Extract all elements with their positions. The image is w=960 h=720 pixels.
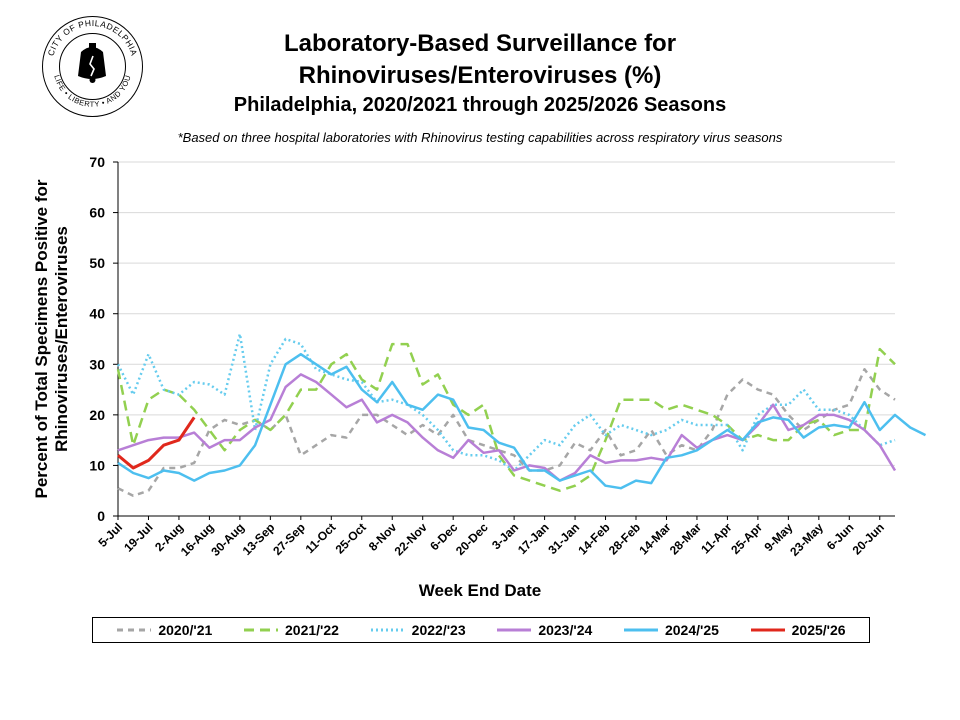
series-line-2020-21 (117, 368, 896, 498)
legend-item: 2024/'25 (623, 622, 719, 638)
legend-item: 2025/'26 (750, 622, 846, 638)
x-tick-label: 17-Jan (515, 520, 552, 557)
legend-swatch (117, 628, 152, 632)
legend-swatch (623, 628, 658, 632)
y-tick-label: 0 (97, 508, 105, 524)
x-axis-title: Week End Date (419, 581, 542, 600)
x-tick-label: 14-Feb (575, 520, 612, 557)
legend-item: 2022/'23 (370, 622, 466, 638)
grid-lines (118, 161, 895, 466)
city-seal-logo: CITY OF PHILADELPHIA LIFE • LIBERTY • AN… (42, 16, 143, 117)
legend-swatch (497, 628, 532, 632)
legend-label: 2020/'21 (158, 622, 213, 638)
x-tick-label: 20-Dec (453, 520, 491, 558)
y-tick-label: 30 (89, 356, 105, 372)
chart-footnote: *Based on three hospital laboratories wi… (177, 130, 783, 145)
chart-title-line2: Rhinoviruses/Enteroviruses (%) (298, 62, 662, 89)
y-tick-label: 40 (89, 306, 105, 322)
series-line-2023-24 (117, 373, 897, 482)
y-tick-label: 50 (89, 255, 105, 271)
y-tick-label: 60 (89, 205, 105, 221)
x-tick-label: 11-Oct (303, 520, 339, 556)
legend-label: 2023/'24 (538, 622, 593, 638)
y-tick-label: 20 (89, 407, 105, 423)
x-tick-label: 27-Sep (270, 520, 308, 558)
y-tick-label: 70 (89, 154, 105, 170)
y-axis-title: Percent of Total Specimens Positive forR… (32, 179, 71, 498)
x-tick-label: 31-Jan (545, 520, 582, 557)
series-line-2025-26 (117, 416, 196, 470)
legend-label: 2021/'22 (285, 622, 339, 638)
legend-item: 2023/'24 (496, 622, 592, 638)
chart-legend: 2020/'21 2021/'22 2022/'23 2023/'24 2024/'25… (92, 617, 870, 643)
legend-item: 2020/'21 (116, 622, 212, 638)
x-axis-ticks: 5-Jul19-Jul2-Aug16-Aug30-Aug13-Sep27-Sep… (95, 516, 887, 559)
x-tick-label: 22-Nov (392, 520, 430, 558)
series-lines (116, 332, 927, 498)
legend-label: 2022/'23 (411, 622, 466, 638)
legend-label: 2024/'25 (664, 622, 719, 638)
x-tick-label: 19-Jul (121, 520, 155, 554)
liberty-bell-seal-icon (78, 43, 106, 83)
x-tick-label: 16-Aug (178, 520, 217, 559)
series-line-2024-25 (117, 352, 927, 490)
x-tick-label: 25-Oct (333, 520, 369, 556)
series-line-2022-23 (116, 332, 896, 472)
x-tick-label: 23-May (787, 520, 826, 559)
legend-swatch (370, 628, 405, 632)
chart-subtitle: Philadelphia, 2020/2021 through 2025/202… (233, 94, 727, 116)
axes (117, 162, 895, 517)
x-tick-label: 11-Apr (698, 520, 735, 557)
x-tick-label: 30-Aug (208, 520, 247, 559)
x-tick-label: 25-Apr (728, 520, 765, 557)
y-tick-label: 10 (89, 457, 105, 473)
legend-item: 2021/'22 (243, 622, 339, 638)
legend-swatch (244, 628, 279, 632)
x-tick-label: 13-Sep (240, 520, 278, 558)
x-tick-label: 14-Mar (636, 520, 673, 557)
chart-title-line1: Laboratory-Based Surveillance for (283, 30, 677, 57)
x-tick-label: 28-Mar (667, 520, 704, 557)
x-tick-label: 20-Jun (850, 520, 887, 557)
x-tick-label: 28-Feb (606, 520, 643, 557)
legend-swatch (750, 628, 785, 632)
legend-label: 2025/'26 (791, 622, 846, 638)
y-axis-ticks: 0 10 20 30 40 50 60 70 (89, 154, 118, 524)
